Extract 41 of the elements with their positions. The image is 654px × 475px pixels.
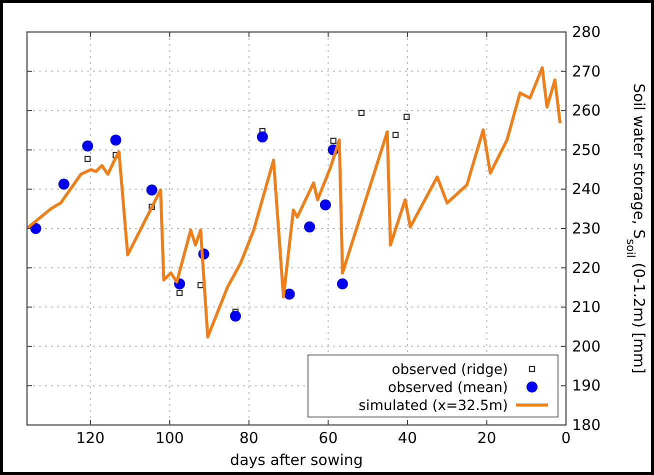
- y-tick-label: 220: [572, 258, 601, 277]
- y-tick-label: 230: [572, 220, 601, 238]
- y-tick-label: 180: [572, 416, 601, 434]
- point: [320, 199, 331, 210]
- point: [146, 184, 158, 196]
- point: [30, 223, 42, 234]
- x-tick-label: 40: [398, 429, 418, 447]
- y-tick-label: 240: [572, 180, 601, 198]
- point: [358, 110, 365, 116]
- y-tick-label: 270: [572, 62, 601, 80]
- y-tick-label: 260: [572, 102, 601, 120]
- legend-label: observed (ridge): [392, 362, 508, 378]
- point: [304, 221, 316, 232]
- point: [197, 282, 204, 288]
- point: [230, 310, 241, 322]
- point: [58, 178, 70, 190]
- x-tick-label: 0: [561, 429, 571, 447]
- x-tick-label: 60: [318, 429, 338, 447]
- legend-label: simulated (x=32.5m): [358, 398, 508, 414]
- y-tick-label: 190: [572, 376, 601, 395]
- x-axis-title: days after sowing: [230, 451, 363, 469]
- x-tick-label: 120: [76, 429, 105, 447]
- x-tick-label: 100: [155, 429, 184, 447]
- point: [330, 138, 336, 144]
- y-tick-label: 280: [572, 23, 601, 41]
- y-tick-label: 250: [572, 140, 601, 159]
- point: [82, 140, 94, 152]
- point: [176, 290, 183, 296]
- point: [392, 132, 399, 138]
- y-tick-label: 200: [572, 337, 601, 356]
- point: [84, 156, 91, 162]
- point: [284, 288, 295, 300]
- legend-label: observed (mean): [388, 380, 508, 396]
- point: [110, 134, 122, 146]
- y-tick-label: 210: [572, 298, 601, 316]
- point: [336, 278, 348, 290]
- x-tick-label: 80: [239, 429, 258, 447]
- point: [256, 131, 268, 142]
- point: [404, 114, 410, 120]
- line-series: [26, 66, 562, 338]
- x-tick-label: 20: [477, 429, 496, 447]
